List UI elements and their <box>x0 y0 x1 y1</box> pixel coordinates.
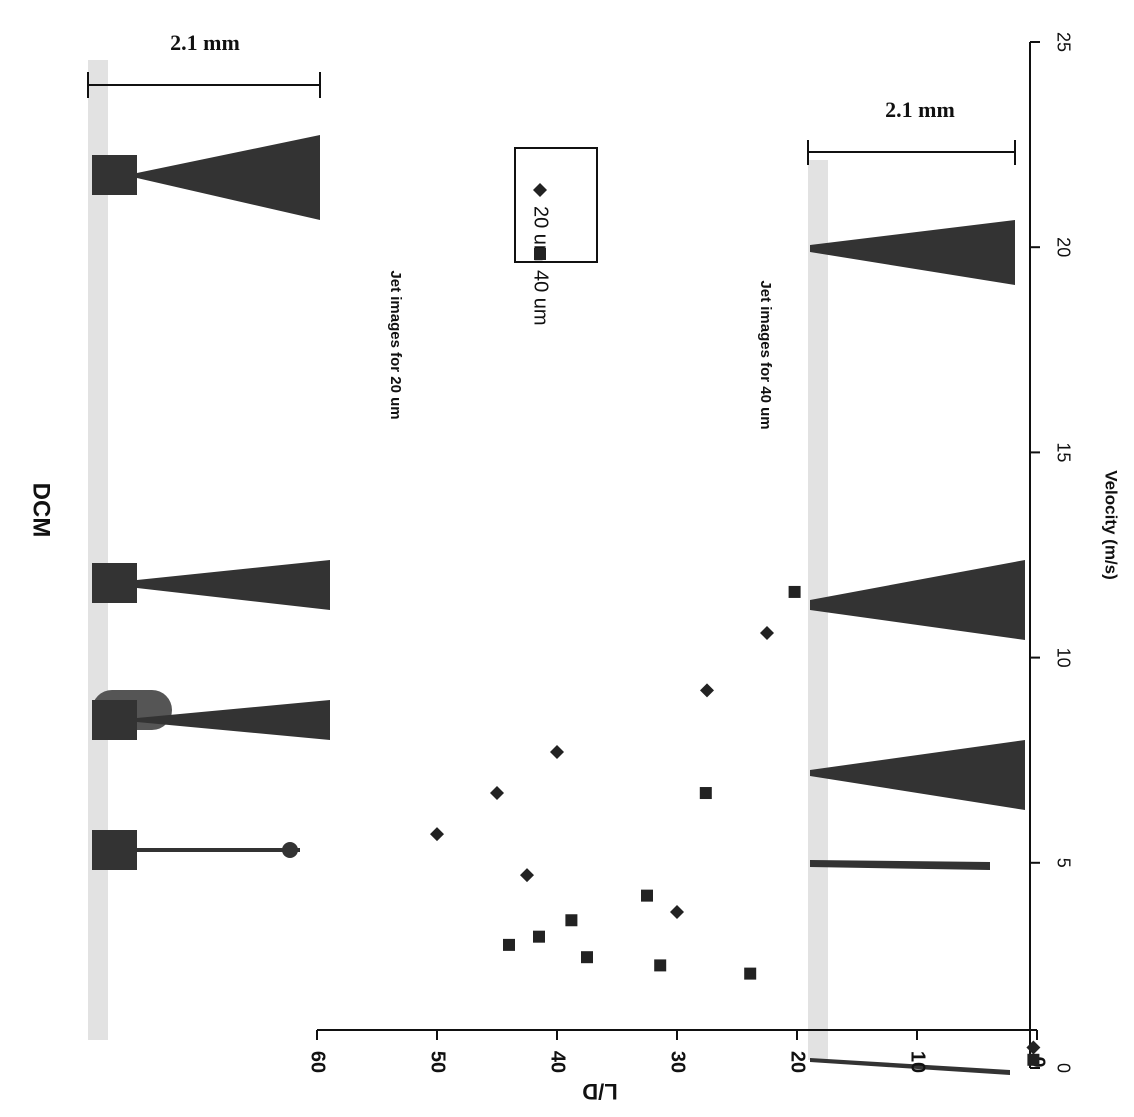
y-tick-label: 30 <box>667 1051 689 1073</box>
jet-images-40um <box>808 160 1025 1075</box>
data-point <box>641 889 653 902</box>
legend-label: 20 um <box>530 206 552 262</box>
y-tick-label: 20 <box>787 1051 809 1073</box>
x-tick-label: 5 <box>1053 858 1073 868</box>
data-point <box>760 625 774 640</box>
scale-bar <box>87 72 1016 165</box>
data-point <box>581 951 593 964</box>
data-point <box>700 683 714 698</box>
legend-marker <box>534 248 546 260</box>
x-tick-label: 20 <box>1053 237 1073 257</box>
data-point <box>490 786 504 801</box>
x-tick-label: 0 <box>1053 1063 1073 1073</box>
scale-label: 2.1 mm <box>885 97 955 122</box>
scale-label: 2.1 mm <box>170 30 240 55</box>
data-point <box>430 827 444 842</box>
y-tick-label: 40 <box>547 1051 569 1073</box>
y-tick-label: 10 <box>907 1051 929 1073</box>
data-point <box>744 967 757 980</box>
x-tick-label: 10 <box>1053 648 1073 668</box>
data-point <box>520 868 534 883</box>
data-point <box>1026 1040 1041 1055</box>
data-point <box>503 938 515 951</box>
x-axis-title: Velocity (m/s) <box>1102 470 1121 580</box>
data-point <box>1027 1053 1040 1066</box>
y-axis-title: L/D <box>582 1079 617 1104</box>
legend <box>514 147 598 263</box>
legend-label: 40 um <box>530 270 552 326</box>
data-point <box>699 787 712 800</box>
data-point <box>565 914 578 927</box>
annotation: Jet images for 40 um <box>757 280 774 429</box>
data-point <box>670 905 684 920</box>
data-point <box>654 959 667 972</box>
y-tick-label: 60 <box>307 1051 329 1073</box>
jet-images-20um <box>88 60 330 1040</box>
annotation: Jet images for 20 um <box>387 270 404 419</box>
chart-title: DCM <box>28 483 55 538</box>
data-point <box>550 744 564 759</box>
x-tick-label: 15 <box>1053 442 1073 462</box>
x-tick-label: 25 <box>1053 32 1073 52</box>
data-point <box>788 585 801 598</box>
legend-marker <box>533 183 547 197</box>
y-tick-label: 50 <box>427 1051 449 1073</box>
data-point <box>533 930 545 943</box>
